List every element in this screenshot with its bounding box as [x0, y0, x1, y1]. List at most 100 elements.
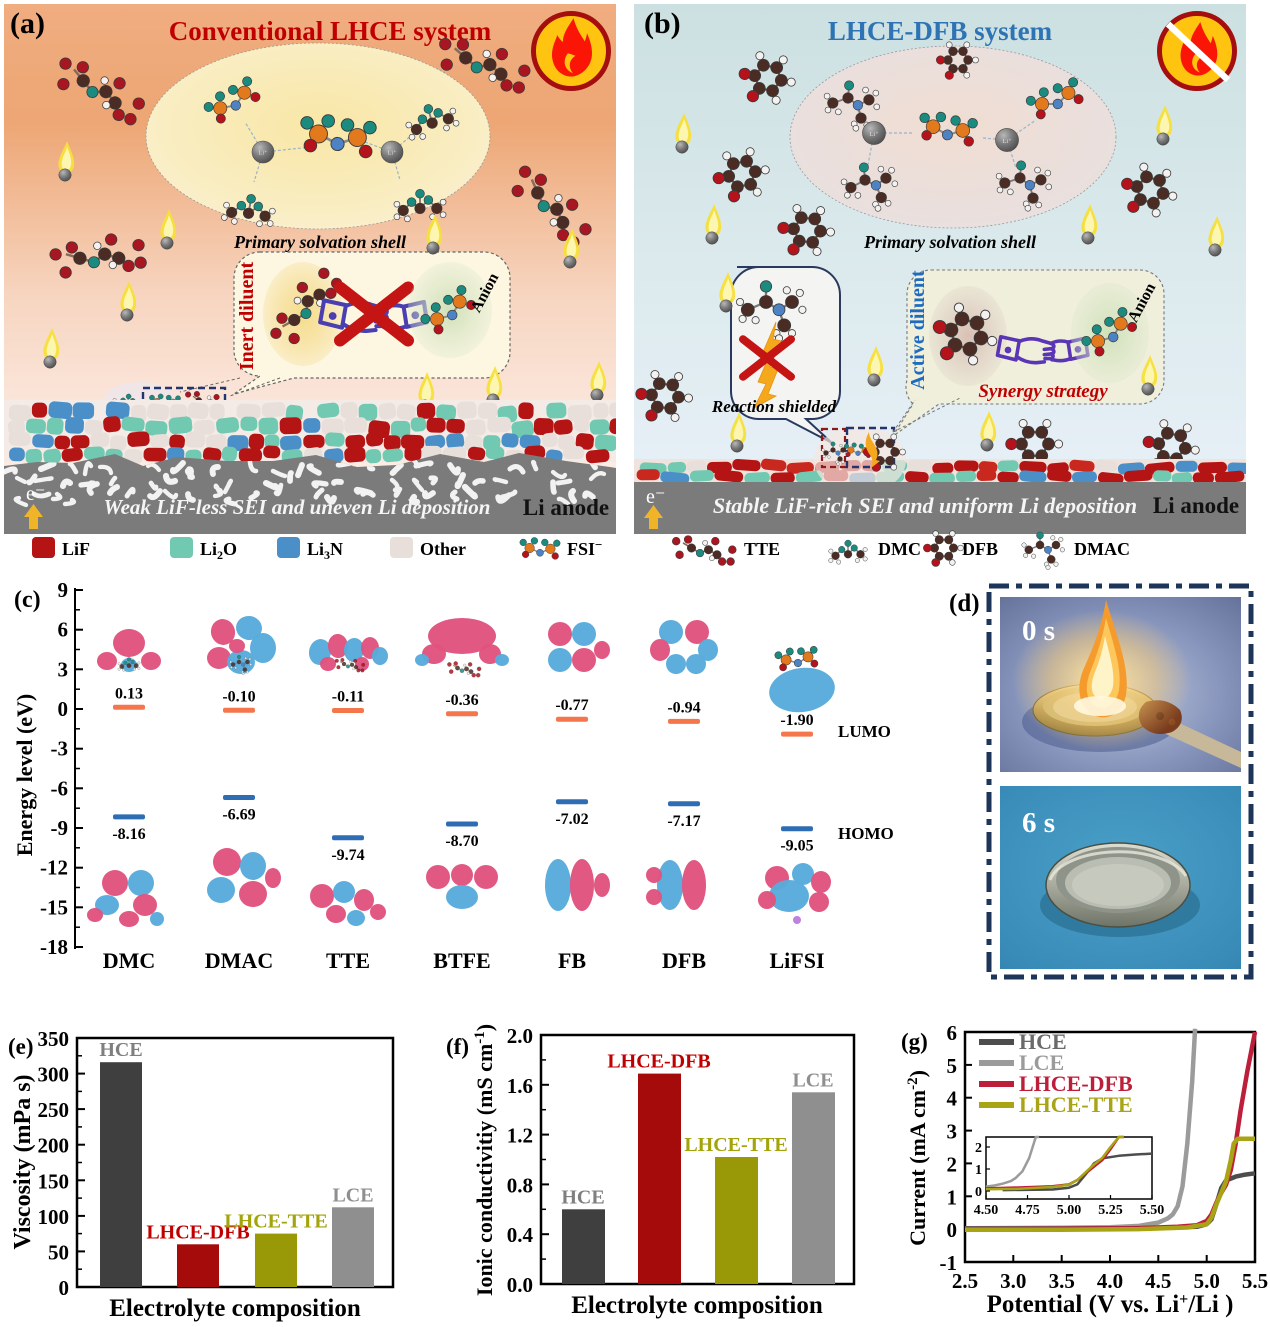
svg-text:250: 250	[38, 1098, 70, 1122]
svg-text:Inert diluent: Inert diluent	[236, 261, 258, 370]
svg-text:DMC: DMC	[103, 948, 156, 973]
svg-text:HCE: HCE	[1019, 1029, 1067, 1054]
svg-text:3.5: 3.5	[1049, 1269, 1075, 1293]
svg-text:Electrolyte composition: Electrolyte composition	[571, 1292, 823, 1319]
svg-text:-0.11: -0.11	[332, 689, 364, 706]
svg-text:e⁻: e⁻	[646, 486, 665, 508]
svg-text:-12: -12	[40, 856, 68, 880]
svg-text:Ionic conductivitiy (mS cm-1): Ionic conductivitiy (mS cm-1)	[472, 1024, 497, 1296]
svg-text:Primary solvation shell: Primary solvation shell	[233, 232, 406, 252]
svg-text:(c): (c)	[14, 587, 41, 613]
svg-text:3: 3	[58, 657, 69, 681]
svg-text:DFB: DFB	[662, 948, 706, 973]
svg-text:TTE: TTE	[326, 948, 370, 973]
svg-text:Primary solvation shell: Primary solvation shell	[863, 232, 1036, 252]
svg-text:Li anode: Li anode	[1153, 493, 1239, 518]
svg-text:(f): (f)	[446, 1034, 469, 1059]
svg-text:DMAC: DMAC	[205, 948, 273, 973]
svg-text:(b): (b)	[644, 7, 681, 40]
svg-text:350: 350	[38, 1027, 70, 1051]
svg-text:LHCE-DFB system: LHCE-DFB system	[828, 16, 1053, 46]
svg-text:-9: -9	[51, 816, 69, 840]
svg-text:Li2O: Li2O	[200, 539, 237, 562]
svg-text:Potential (V vs. Li+/Li ): Potential (V vs. Li+/Li )	[987, 1291, 1234, 1318]
svg-text:200: 200	[38, 1134, 70, 1158]
svg-text:DMAC: DMAC	[1074, 539, 1130, 559]
svg-text:-9.05: -9.05	[780, 838, 813, 855]
svg-text:-0.94: -0.94	[667, 699, 700, 716]
svg-text:1.2: 1.2	[507, 1124, 533, 1148]
svg-text:2.0: 2.0	[507, 1024, 533, 1048]
svg-text:0: 0	[58, 697, 69, 721]
svg-text:(e): (e)	[8, 1034, 34, 1059]
svg-text:5.5: 5.5	[1242, 1269, 1268, 1293]
svg-text:300: 300	[38, 1063, 70, 1087]
svg-text:Current (mA cm-2): Current (mA cm-2)	[905, 1070, 930, 1246]
svg-text:4: 4	[947, 1087, 958, 1111]
svg-text:Li3N: Li3N	[307, 539, 343, 562]
svg-text:Viscosity (mPa s): Viscosity (mPa s)	[10, 1074, 36, 1249]
svg-text:150: 150	[38, 1169, 70, 1193]
svg-text:Li⁺: Li⁺	[388, 150, 397, 157]
svg-text:-0.10: -0.10	[222, 688, 255, 705]
svg-text:LHCE-DFB: LHCE-DFB	[607, 1051, 710, 1073]
svg-text:6 s: 6 s	[1022, 807, 1055, 839]
svg-text:1: 1	[947, 1185, 958, 1209]
svg-text:-15: -15	[40, 895, 68, 919]
svg-text:(d): (d)	[949, 590, 980, 617]
svg-text:DFB: DFB	[962, 539, 998, 559]
svg-text:0.8: 0.8	[507, 1173, 533, 1197]
svg-text:LHCE-TTE: LHCE-TTE	[684, 1134, 787, 1156]
svg-text:0.13: 0.13	[115, 685, 143, 702]
svg-text:2.5: 2.5	[952, 1269, 978, 1293]
svg-text:100: 100	[38, 1205, 70, 1229]
svg-text:Conventional LHCE system: Conventional LHCE system	[169, 16, 492, 46]
svg-text:LUMO: LUMO	[838, 722, 891, 741]
svg-text:Reaction shielded: Reaction shielded	[711, 397, 837, 416]
svg-text:LiFSI: LiFSI	[769, 948, 824, 973]
svg-text:9: 9	[58, 578, 69, 602]
svg-text:Li⁺: Li⁺	[1002, 138, 1012, 145]
svg-text:-6: -6	[51, 776, 69, 800]
svg-text:4.50: 4.50	[974, 1203, 999, 1218]
svg-text:LHCE-TTE: LHCE-TTE	[224, 1211, 327, 1233]
svg-text:1.6: 1.6	[507, 1074, 533, 1098]
svg-text:0.4: 0.4	[507, 1223, 534, 1247]
svg-text:1: 1	[975, 1163, 982, 1178]
svg-text:5.50: 5.50	[1140, 1203, 1165, 1218]
svg-text:Other: Other	[420, 539, 466, 559]
svg-text:0: 0	[59, 1276, 70, 1300]
svg-text:Synergy strategy: Synergy strategy	[978, 381, 1108, 402]
svg-text:Li⁺: Li⁺	[869, 131, 879, 138]
svg-text:0: 0	[947, 1218, 958, 1242]
svg-text:LHCE-DFB: LHCE-DFB	[1019, 1071, 1133, 1096]
svg-text:0 s: 0 s	[1022, 615, 1055, 647]
svg-text:5.25: 5.25	[1098, 1203, 1123, 1218]
svg-text:HCE: HCE	[99, 1039, 142, 1061]
svg-text:-0.77: -0.77	[555, 697, 588, 714]
svg-text:Weak LiF-less SEI and uneven L: Weak LiF-less SEI and uneven Li depositi…	[104, 495, 491, 519]
svg-text:0: 0	[975, 1185, 982, 1200]
svg-text:5.00: 5.00	[1057, 1203, 1082, 1218]
svg-text:Stable LiF-rich SEI and unifor: Stable LiF-rich SEI and uniform Li depos…	[713, 493, 1137, 518]
svg-text:5.0: 5.0	[1194, 1269, 1220, 1293]
svg-text:-7.02: -7.02	[555, 811, 588, 828]
svg-text:-8.16: -8.16	[112, 826, 145, 843]
svg-text:HCE: HCE	[561, 1186, 604, 1208]
svg-text:(a): (a)	[10, 7, 45, 40]
svg-text:TTE: TTE	[744, 539, 780, 559]
svg-text:Li⁺: Li⁺	[259, 150, 268, 157]
svg-text:LHCE-TTE: LHCE-TTE	[1019, 1092, 1133, 1117]
svg-text:-6.69: -6.69	[222, 807, 255, 824]
svg-text:LHCE-DFB: LHCE-DFB	[146, 1221, 249, 1243]
svg-text:-0.36: -0.36	[445, 692, 478, 709]
svg-text:0.0: 0.0	[507, 1273, 533, 1297]
svg-text:LCE: LCE	[332, 1184, 373, 1206]
svg-text:LCE: LCE	[792, 1069, 833, 1091]
svg-text:LCE: LCE	[1019, 1050, 1064, 1075]
svg-text:2: 2	[975, 1141, 982, 1156]
svg-text:3.0: 3.0	[1000, 1269, 1026, 1293]
svg-text:4.75: 4.75	[1015, 1203, 1040, 1218]
svg-text:4.5: 4.5	[1145, 1269, 1171, 1293]
svg-text:-1.90: -1.90	[780, 712, 813, 729]
